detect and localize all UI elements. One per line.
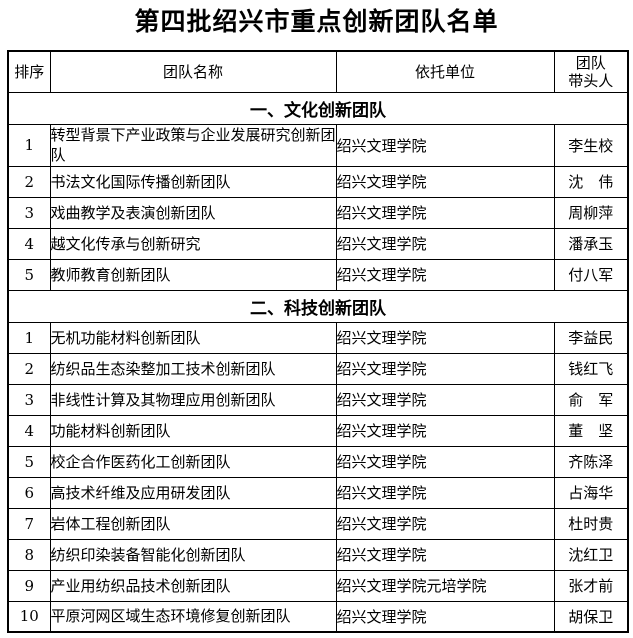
header-leader-line1: 团队	[575, 53, 606, 72]
leader-cell: 董 坚	[553, 414, 629, 447]
rank-cell: 2	[7, 165, 51, 198]
table-row: 6 高技术纤维及应用研发团队 绍兴文理学院 占海华	[7, 476, 629, 509]
unit-cell: 绍兴文理学院	[335, 227, 555, 260]
leader-cell: 沈红卫	[553, 538, 629, 571]
table-row: 5 教师教育创新团队 绍兴文理学院 付八军	[7, 258, 629, 291]
team-name-cell: 转型背景下产业政策与企业发展研究创新团队	[49, 123, 337, 167]
leader-cell: 李生校	[553, 123, 629, 167]
team-name-cell: 越文化传承与创新研究	[49, 227, 337, 260]
unit-cell: 绍兴文理学院	[335, 600, 555, 633]
table-row: 8 纺织印染装备智能化创新团队 绍兴文理学院 沈红卫	[7, 538, 629, 571]
leader-cell: 俞 军	[553, 383, 629, 416]
leader-cell: 占海华	[553, 476, 629, 509]
unit-cell: 绍兴文理学院	[335, 352, 555, 385]
team-name-cell: 纺织印染装备智能化创新团队	[49, 538, 337, 571]
rank-cell: 5	[7, 258, 51, 291]
rank-cell: 3	[7, 196, 51, 229]
rank-cell: 4	[7, 227, 51, 260]
table-row: 9 产业用纺织品技术创新团队 绍兴文理学院元培学院 张才前	[7, 569, 629, 602]
header-row: 排序 团队名称 依托单位 团队 带头人	[7, 50, 629, 93]
rank-cell: 9	[7, 569, 51, 602]
unit-cell: 绍兴文理学院	[335, 445, 555, 478]
team-name-cell: 高技术纤维及应用研发团队	[49, 476, 337, 509]
leader-cell: 胡保卫	[553, 600, 629, 633]
leader-cell: 齐陈泽	[553, 445, 629, 478]
section-header-culture: 一、文化创新团队	[7, 91, 629, 125]
team-name-cell: 功能材料创新团队	[49, 414, 337, 447]
header-unit: 依托单位	[335, 50, 555, 93]
page-title: 第四批绍兴市重点创新团队名单	[134, 7, 499, 36]
table-row: 3 戏曲教学及表演创新团队 绍兴文理学院 周柳萍	[7, 196, 629, 229]
table-row: 1 转型背景下产业政策与企业发展研究创新团队 绍兴文理学院 李生校	[7, 123, 629, 167]
leader-cell: 钱红飞	[553, 352, 629, 385]
team-name-cell: 产业用纺织品技术创新团队	[49, 569, 337, 602]
header-leader-line2: 带头人	[568, 71, 614, 90]
table-row: 4 功能材料创新团队 绍兴文理学院 董 坚	[7, 414, 629, 447]
unit-cell: 绍兴文理学院	[335, 383, 555, 416]
table-row: 3 非线性计算及其物理应用创新团队 绍兴文理学院 俞 军	[7, 383, 629, 416]
rank-cell: 5	[7, 445, 51, 478]
team-name-cell: 校企合作医药化工创新团队	[49, 445, 337, 478]
rank-cell: 4	[7, 414, 51, 447]
unit-cell: 绍兴文理学院	[335, 476, 555, 509]
team-name-cell: 无机功能材料创新团队	[49, 321, 337, 354]
rank-cell: 6	[7, 476, 51, 509]
rank-cell: 1	[7, 321, 51, 354]
team-name-cell: 平原河网区域生态环境修复创新团队	[49, 600, 337, 633]
team-name-cell: 岩体工程创新团队	[49, 507, 337, 540]
table-row: 4 越文化传承与创新研究 绍兴文理学院 潘承玉	[7, 227, 629, 260]
unit-cell: 绍兴文理学院	[335, 507, 555, 540]
rank-cell: 8	[7, 538, 51, 571]
team-name-cell: 纺织品生态染整加工技术创新团队	[49, 352, 337, 385]
rank-cell: 1	[7, 123, 51, 167]
table-row: 1 无机功能材料创新团队 绍兴文理学院 李益民	[7, 321, 629, 354]
table-row: 5 校企合作医药化工创新团队 绍兴文理学院 齐陈泽	[7, 445, 629, 478]
team-name-cell: 非线性计算及其物理应用创新团队	[49, 383, 337, 416]
header-rank: 排序	[7, 50, 51, 93]
unit-cell: 绍兴文理学院	[335, 165, 555, 198]
leader-cell: 潘承玉	[553, 227, 629, 260]
header-team-name: 团队名称	[49, 50, 337, 93]
team-name-cell: 书法文化国际传播创新团队	[49, 165, 337, 198]
unit-cell: 绍兴文理学院	[335, 414, 555, 447]
leader-cell: 李益民	[553, 321, 629, 354]
leader-cell: 付八军	[553, 258, 629, 291]
rank-cell: 3	[7, 383, 51, 416]
rank-cell: 2	[7, 352, 51, 385]
table-row: 7 岩体工程创新团队 绍兴文理学院 杜时贵	[7, 507, 629, 540]
section-title: 二、科技创新团队	[7, 289, 629, 323]
section-title: 一、文化创新团队	[7, 91, 629, 125]
unit-cell: 绍兴文理学院	[335, 123, 555, 167]
leader-cell: 周柳萍	[553, 196, 629, 229]
leader-cell: 沈 伟	[553, 165, 629, 198]
unit-cell: 绍兴文理学院元培学院	[335, 569, 555, 602]
team-name-cell: 戏曲教学及表演创新团队	[49, 196, 337, 229]
unit-cell: 绍兴文理学院	[335, 258, 555, 291]
table-row: 2 书法文化国际传播创新团队 绍兴文理学院 沈 伟	[7, 165, 629, 198]
table-row: 2 纺织品生态染整加工技术创新团队 绍兴文理学院 钱红飞	[7, 352, 629, 385]
leader-cell: 杜时贵	[553, 507, 629, 540]
table-row: 10 平原河网区域生态环境修复创新团队 绍兴文理学院 胡保卫	[7, 600, 629, 633]
team-name-cell: 教师教育创新团队	[49, 258, 337, 291]
unit-cell: 绍兴文理学院	[335, 321, 555, 354]
teams-table: 排序 团队名称 依托单位 团队 带头人 一、文化创新团队 1 转型背景下产业政策…	[7, 50, 629, 633]
header-leader: 团队 带头人	[553, 50, 629, 93]
leader-cell: 张才前	[553, 569, 629, 602]
section-header-tech: 二、科技创新团队	[7, 289, 629, 323]
unit-cell: 绍兴文理学院	[335, 196, 555, 229]
rank-cell: 10	[7, 600, 51, 633]
rank-cell: 7	[7, 507, 51, 540]
unit-cell: 绍兴文理学院	[335, 538, 555, 571]
table-header: 排序 团队名称 依托单位 团队 带头人	[7, 50, 629, 93]
